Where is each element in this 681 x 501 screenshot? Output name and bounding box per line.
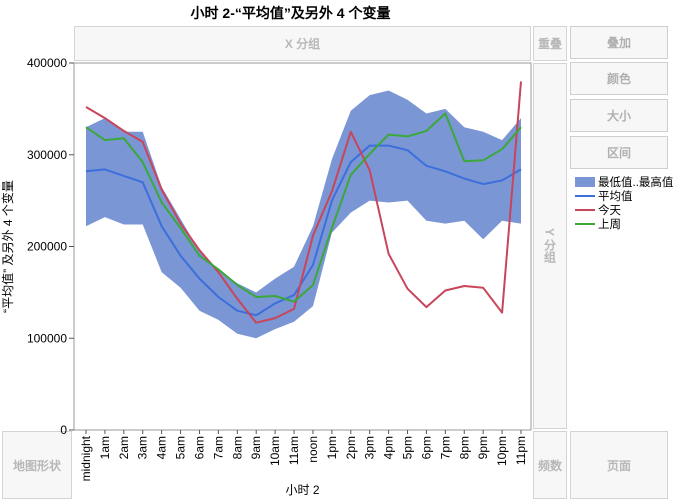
x-tick-label: 2pm bbox=[344, 436, 358, 459]
y-tick-label: 200000 bbox=[27, 240, 67, 254]
page-zone[interactable]: 页面 bbox=[570, 431, 668, 499]
legend-label-mean: 平均值 bbox=[598, 191, 633, 203]
freq-zone[interactable]: 频数 bbox=[533, 431, 567, 499]
legend-item-today[interactable]: 今天 bbox=[575, 203, 673, 217]
color-button[interactable]: 颜色 bbox=[570, 62, 668, 95]
x-tick-label: 4pm bbox=[382, 436, 396, 459]
x-tick-label: 5am bbox=[174, 436, 188, 459]
x-tick-label: 2am bbox=[117, 436, 131, 459]
y-axis-label: “平均值” 及另外 4 个变量 bbox=[0, 180, 15, 313]
x-tick-label: 4am bbox=[155, 436, 169, 459]
x-tick-label: 7am bbox=[211, 436, 225, 459]
x-tick-label: 3am bbox=[136, 436, 150, 459]
legend-label-last-week: 上周 bbox=[598, 219, 621, 231]
chart-legend: 最低值..最高值 平均值 今天 上周 bbox=[575, 175, 673, 231]
x-tick-label: 8pm bbox=[457, 436, 471, 459]
x-tick-label: 6pm bbox=[419, 436, 433, 459]
interval-button[interactable]: 区间 bbox=[570, 136, 668, 169]
legend-item-mean[interactable]: 平均值 bbox=[575, 189, 673, 203]
legend-swatch-last-week bbox=[575, 223, 595, 225]
y-tick-label: 0 bbox=[60, 423, 67, 437]
x-tick-label: 7pm bbox=[438, 436, 452, 459]
overlap-zone[interactable]: 重叠 bbox=[533, 26, 567, 61]
x-tick-label: 1pm bbox=[325, 436, 339, 459]
x-tick-label: 11am bbox=[287, 436, 301, 465]
x-axis-label: 小时 2 bbox=[285, 483, 319, 497]
size-button[interactable]: 大小 bbox=[570, 99, 668, 132]
legend-swatch-today bbox=[575, 209, 595, 211]
map-shape-zone[interactable]: 地图形状 bbox=[2, 431, 72, 499]
plot-frame bbox=[73, 62, 532, 431]
y-group-label: Y 分组 bbox=[542, 228, 557, 264]
y-tick-label: 100000 bbox=[27, 331, 67, 345]
legend-swatch-mean bbox=[575, 195, 595, 197]
legend-swatch-band bbox=[575, 177, 595, 187]
y-tick-label: 300000 bbox=[27, 148, 67, 162]
x-tick-label: 9pm bbox=[476, 436, 490, 459]
chart-title: 小时 2-“平均值”及另外 4 个变量 bbox=[190, 5, 391, 21]
x-group-zone[interactable]: X 分组 bbox=[74, 26, 531, 61]
x-tick-label: 3pm bbox=[363, 436, 377, 459]
x-tick-label: 6am bbox=[192, 436, 206, 459]
series-line-mean bbox=[85, 144, 522, 317]
x-tick-label: 9am bbox=[249, 436, 263, 459]
x-tick-label: 10am bbox=[268, 436, 282, 466]
x-tick-label: 1am bbox=[98, 436, 112, 459]
series-line-today bbox=[85, 81, 522, 324]
x-tick-label: midnight bbox=[79, 435, 93, 481]
y-tick-label: 400000 bbox=[27, 56, 67, 70]
x-tick-label: 11pm bbox=[514, 436, 528, 465]
x-tick-label: 5pm bbox=[401, 436, 415, 459]
legend-label-today: 今天 bbox=[598, 205, 621, 217]
overlay-button[interactable]: 叠加 bbox=[570, 26, 668, 59]
x-tick-label: 8am bbox=[230, 436, 244, 459]
x-tick-label: 10pm bbox=[495, 436, 509, 466]
series-line-last-week bbox=[85, 112, 522, 303]
x-tick-label: noon bbox=[306, 436, 320, 463]
legend-label-band: 最低值..最高值 bbox=[598, 177, 674, 189]
band-area-min-max bbox=[86, 90, 521, 339]
legend-item-band[interactable]: 最低值..最高值 bbox=[575, 175, 673, 189]
y-group-zone[interactable]: Y 分组 bbox=[533, 63, 567, 429]
legend-item-last-week[interactable]: 上周 bbox=[575, 217, 673, 231]
